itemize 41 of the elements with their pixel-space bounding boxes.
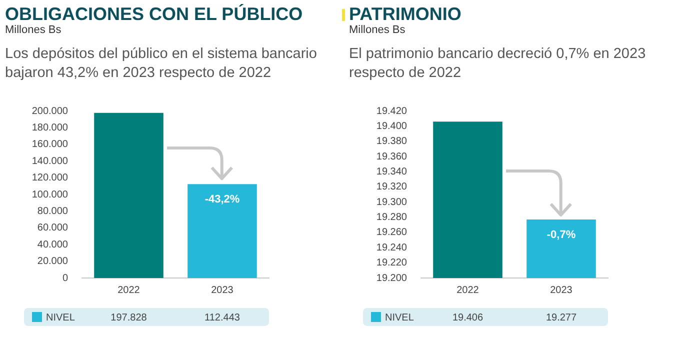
y-tick-label: 19.340 bbox=[376, 166, 408, 178]
legend-label: NIVEL bbox=[46, 312, 76, 324]
annotation: -43,2% bbox=[204, 194, 240, 206]
data-label: 112.443 bbox=[204, 312, 240, 324]
y-tick-label: 19.380 bbox=[376, 136, 408, 148]
y-tick-label: 19.220 bbox=[376, 258, 408, 269]
y-tick-label: 60.000 bbox=[37, 222, 68, 234]
y-tick-label: 19.420 bbox=[376, 106, 408, 117]
y-tick-label: 120.000 bbox=[32, 172, 68, 184]
annotation: -0,7% bbox=[546, 229, 576, 242]
y-tick-label: 200.000 bbox=[32, 106, 68, 117]
y-tick-label: 180.000 bbox=[32, 122, 68, 134]
chart-title: PATRIMONIO bbox=[349, 4, 462, 24]
chart-title: OBLIGACIONES CON EL PÚBLICO bbox=[5, 4, 304, 24]
y-axis-title: Millones Bs bbox=[5, 24, 62, 37]
data-label: 19.406 bbox=[452, 312, 484, 324]
chart-subtitle: El patrimonio bancario decreció 0,7% en 2023 respecto de 2022 bbox=[349, 45, 647, 83]
y-tick-label: 160.000 bbox=[32, 139, 68, 150]
y-tick-label: 40.000 bbox=[37, 239, 68, 250]
chart-subtitle: Los depósitos del público en el sistema bancario bajaron 43,2% en 2023 respecto de 2022 bbox=[5, 45, 318, 83]
x-tick-label: 2023 bbox=[211, 284, 234, 296]
data-label: 19.277 bbox=[546, 312, 577, 324]
y-tick-label: 19.360 bbox=[376, 151, 408, 162]
y-tick-label: 19.260 bbox=[376, 227, 408, 238]
y-tick-label: 0 bbox=[62, 272, 68, 284]
y-tick-label: 19.320 bbox=[376, 182, 408, 193]
y-tick-label: 19.280 bbox=[376, 212, 408, 224]
y-tick-label: 19.240 bbox=[376, 242, 408, 254]
y-tick-label: 20.000 bbox=[37, 256, 68, 268]
y-tick-label: 100.000 bbox=[32, 189, 68, 200]
y-tick-label: 19.300 bbox=[376, 196, 408, 208]
y-tick-label: 19.400 bbox=[376, 120, 408, 132]
y-axis-title: Millones Bs bbox=[349, 24, 406, 37]
y-tick-label: 140.000 bbox=[32, 156, 68, 167]
x-tick-label: 2022 bbox=[118, 284, 140, 296]
x-tick-label: 2023 bbox=[550, 284, 573, 296]
y-tick-label: 80.000 bbox=[37, 206, 68, 217]
data-label: 197.828 bbox=[110, 312, 148, 324]
x-tick-label: 2022 bbox=[456, 284, 480, 296]
y-tick-label: 19.200 bbox=[376, 272, 408, 284]
legend-label: NIVEL bbox=[385, 312, 414, 324]
